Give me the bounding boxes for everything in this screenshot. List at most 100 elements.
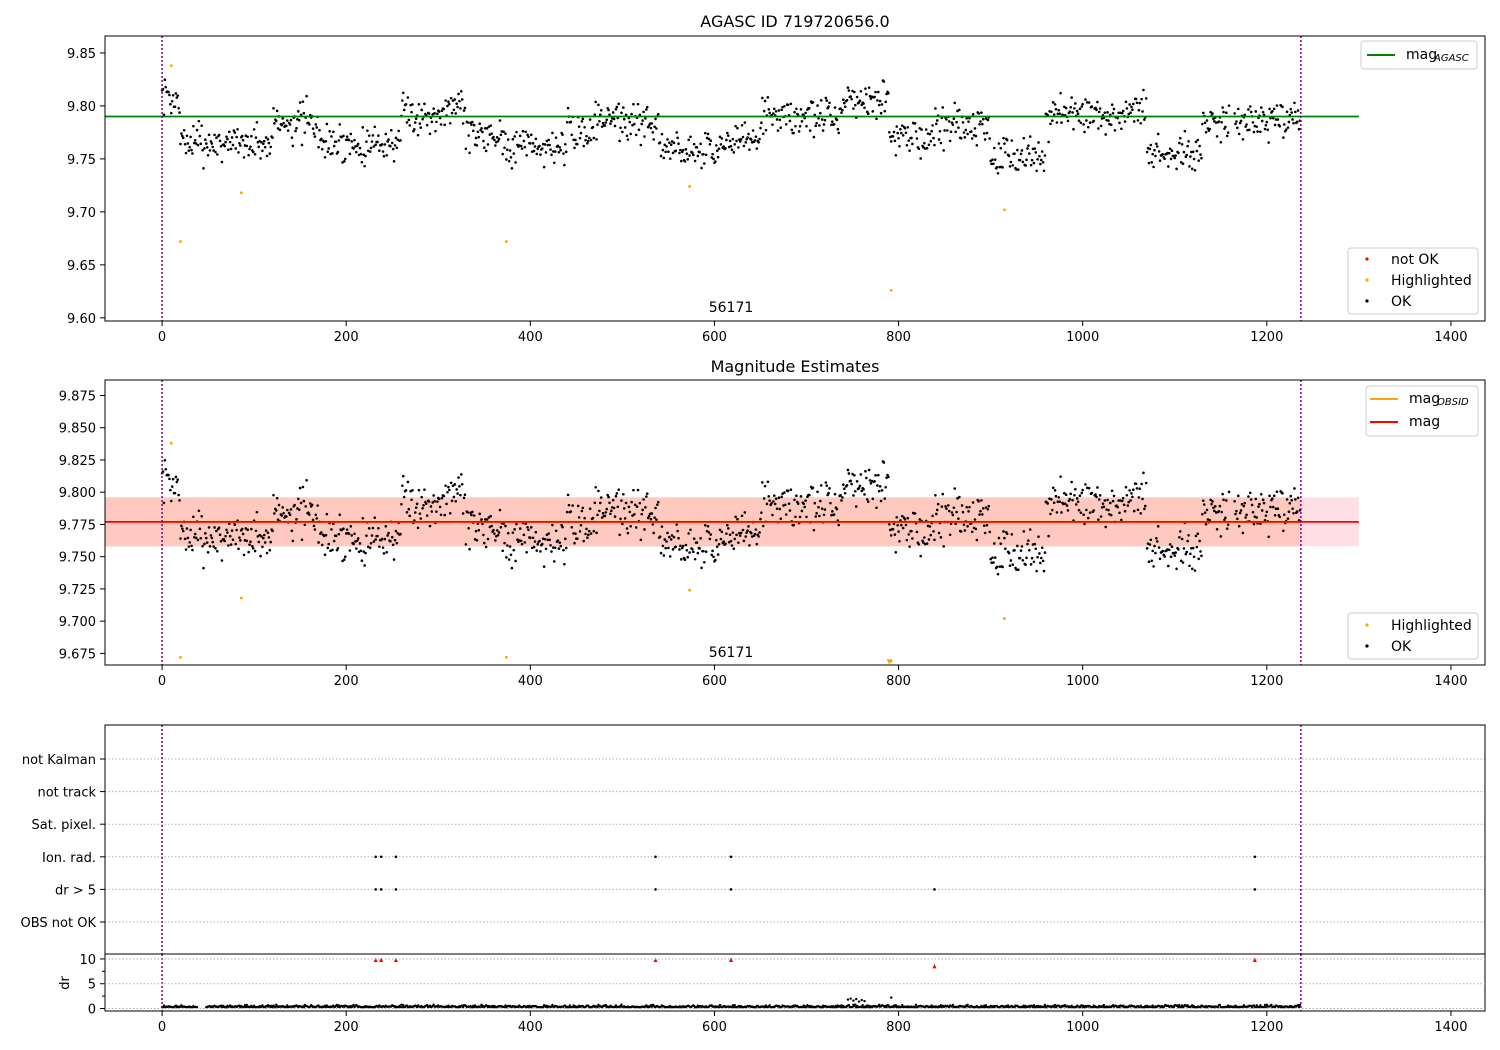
ok-point (394, 529, 398, 533)
ok-point (212, 149, 215, 152)
ok-point (1099, 124, 1103, 128)
ok-point (228, 140, 232, 144)
ok-point (197, 119, 201, 123)
ok-point (820, 507, 824, 510)
ok-point (205, 541, 209, 544)
ok-point (577, 516, 581, 519)
ok-point (1007, 551, 1011, 555)
ok-point (1225, 499, 1228, 502)
x-tick-label: 0 (158, 674, 166, 689)
ok-point (1166, 151, 1169, 155)
ok-point (477, 135, 481, 139)
ok-point (1287, 510, 1291, 513)
ok-point (290, 136, 294, 139)
ok-point (714, 538, 718, 542)
ok-point (515, 130, 518, 134)
ok-point (527, 135, 530, 139)
ok-point (325, 122, 329, 126)
ok-point (858, 484, 862, 488)
ok-point (668, 157, 672, 160)
dr-point (1264, 1005, 1268, 1009)
ok-point (589, 532, 593, 535)
ok-point (204, 536, 208, 540)
ok-point (732, 547, 736, 551)
y-tick-label: 9.825 (59, 454, 96, 469)
ok-point (896, 131, 899, 135)
ok-point (1217, 509, 1221, 513)
ok-point (204, 138, 207, 142)
ok-point (447, 485, 450, 489)
ok-point (523, 541, 527, 544)
ok-point (1058, 500, 1061, 503)
x-tick-label: 800 (886, 330, 911, 345)
ok-point (1051, 508, 1054, 512)
ok-point (880, 489, 884, 492)
ok-point (573, 541, 576, 545)
ok-point (227, 148, 230, 152)
ok-point (812, 135, 816, 139)
ok-point (401, 484, 404, 487)
ok-point (1005, 138, 1009, 142)
ok-point (1149, 538, 1153, 542)
ok-point (1198, 539, 1201, 543)
ok-point (1003, 142, 1006, 145)
ok-point (932, 136, 935, 140)
ok-point (1085, 119, 1088, 122)
ok-point (595, 531, 598, 535)
ok-point (726, 527, 730, 530)
ok-point (865, 92, 868, 96)
ok-point (734, 515, 737, 519)
ok-point (677, 536, 680, 540)
ok-point (527, 528, 530, 532)
ok-point (995, 165, 999, 169)
ok-point (413, 511, 417, 514)
ok-point (739, 138, 743, 141)
ok-point (536, 147, 539, 151)
y-tick-label: 10 (79, 953, 96, 968)
ok-point (971, 113, 975, 116)
ok-point (227, 522, 231, 526)
ok-point (660, 525, 664, 528)
dr-point (604, 1003, 608, 1007)
ok-point (626, 138, 630, 141)
ok-point (798, 124, 802, 128)
ok-point (828, 487, 831, 490)
ok-point (1002, 530, 1005, 533)
ok-point (169, 499, 173, 503)
ok-point (492, 135, 495, 139)
ok-point (653, 125, 656, 129)
ok-point (833, 106, 837, 109)
ok-point (482, 146, 486, 150)
ok-point (1296, 109, 1300, 112)
ok-point (1259, 130, 1262, 134)
ok-point (795, 494, 798, 498)
ok-point (862, 102, 865, 105)
ok-point (587, 533, 590, 537)
flag-category-label: Ion. rad. (42, 851, 96, 866)
ok-point (574, 138, 577, 142)
panel1-legend-upper: mag AGASC (1360, 40, 1478, 70)
ok-point (784, 122, 788, 126)
ok-point (747, 525, 750, 528)
y-tick-label: 0 (88, 1003, 96, 1018)
ok-point (632, 102, 635, 106)
ok-point (594, 485, 597, 489)
x-tick-label: 1400 (1434, 330, 1467, 345)
ok-point (171, 93, 175, 97)
ok-point (320, 147, 324, 151)
ok-point (1142, 471, 1145, 475)
ok-point (850, 482, 853, 486)
ok-point (427, 500, 431, 503)
ok-point (171, 477, 175, 481)
ok-point (638, 113, 642, 117)
ok-point (911, 537, 914, 540)
ok-point (626, 531, 630, 535)
ok-point (462, 109, 466, 112)
ok-point (396, 532, 400, 535)
ok-point (371, 526, 375, 530)
ok-point (242, 156, 246, 159)
ok-point (982, 132, 986, 135)
ok-point (1057, 496, 1061, 499)
ok-point (660, 132, 664, 136)
x-tick-label: 1200 (1250, 1020, 1283, 1035)
